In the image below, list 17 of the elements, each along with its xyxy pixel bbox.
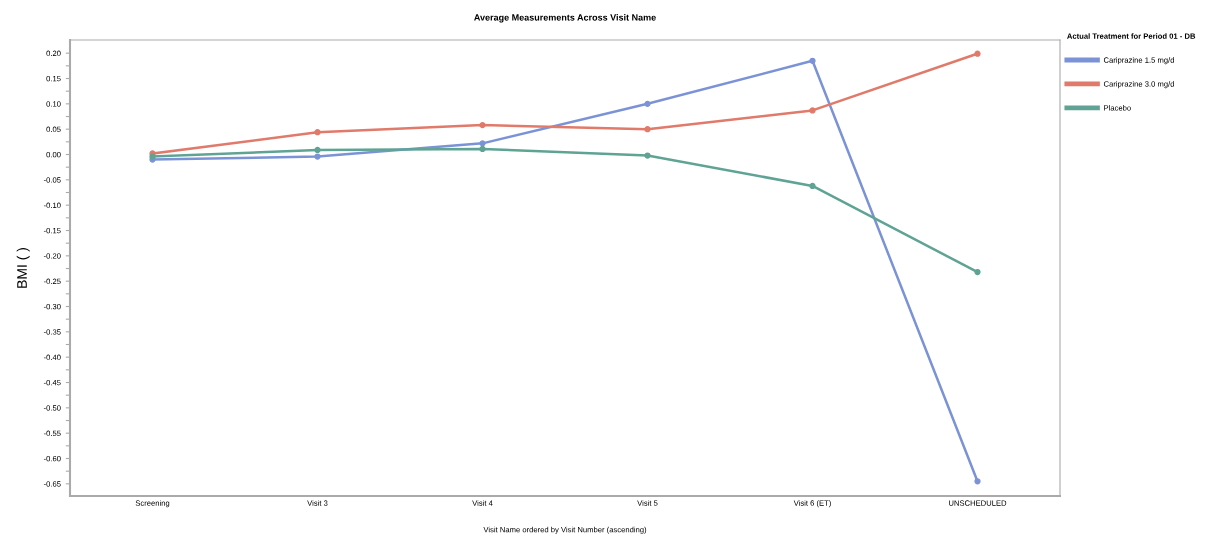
point (644, 100, 651, 107)
point (644, 152, 651, 159)
y-axis-title: BMI ( ) (16, 248, 30, 288)
chart-title: Average Measurements Across Visit Name (474, 14, 656, 23)
point (644, 126, 651, 133)
point (479, 145, 486, 153)
point (974, 268, 981, 276)
point (974, 50, 981, 57)
point (809, 57, 816, 64)
point (314, 146, 321, 154)
point (479, 121, 486, 129)
point (974, 478, 981, 485)
point (479, 140, 486, 147)
point (809, 182, 816, 190)
point (809, 107, 816, 114)
point (314, 129, 321, 136)
point (314, 153, 321, 160)
